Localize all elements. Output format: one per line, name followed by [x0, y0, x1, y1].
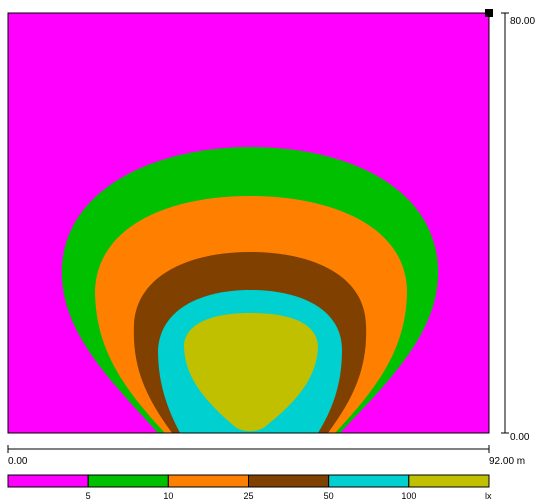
- y-axis-max-label: 80.00: [510, 16, 535, 27]
- legend-swatch: [87, 474, 169, 488]
- legend-labels: 5 10 25 50 100: [0, 491, 535, 503]
- legend-threshold-label: 10: [163, 491, 174, 501]
- legend-unit-label: lx: [485, 491, 492, 501]
- legend-swatch: [328, 474, 410, 488]
- x-axis-max-label: 92.00 m: [489, 456, 526, 467]
- plot-frame: [7, 12, 490, 434]
- x-axis-min-label: 0.00: [8, 456, 28, 467]
- legend-threshold-label: 100: [401, 491, 417, 501]
- contour-band-100-lx: [184, 313, 318, 432]
- legend-threshold-label: 5: [85, 491, 91, 501]
- y-axis-min-label: 0.00: [510, 432, 530, 443]
- legend-swatch: [408, 474, 490, 488]
- legend-swatch: [7, 474, 89, 488]
- luminaire-marker: [485, 9, 493, 17]
- legend-threshold-label: 50: [323, 491, 334, 501]
- legend-swatch: [167, 474, 249, 488]
- legend-threshold-label: 25: [243, 491, 254, 501]
- legend-swatch: [248, 474, 330, 488]
- legend-color-bar: [7, 474, 490, 488]
